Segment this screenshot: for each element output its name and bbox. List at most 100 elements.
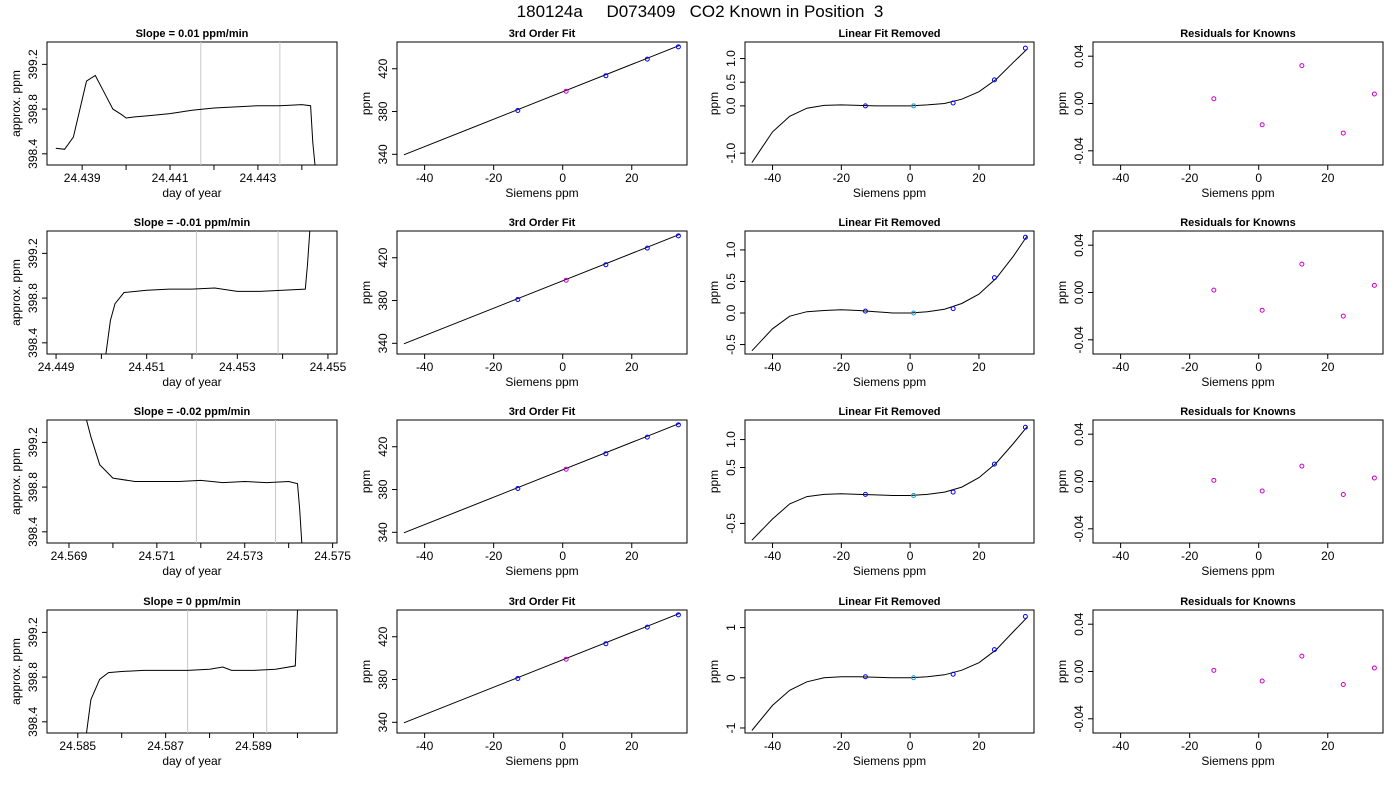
- data-point: [1211, 287, 1217, 293]
- x-tick-label: 0: [1255, 171, 1262, 185]
- x-tick-label: 24.587: [147, 739, 184, 753]
- data-point: [1371, 665, 1377, 671]
- data-point: [911, 492, 917, 498]
- y-axis-label: ppm: [707, 470, 721, 493]
- x-tick-label: -40: [1112, 171, 1130, 185]
- y-tick-label: 1.0: [724, 241, 738, 258]
- x-tick-label: -20: [833, 171, 851, 185]
- panel-title: 3rd Order Fit: [509, 406, 576, 418]
- x-tick-label: 0: [907, 360, 914, 374]
- x-tick-label: 20: [625, 171, 639, 185]
- fit-line: [403, 612, 681, 724]
- fit-line: [403, 233, 681, 345]
- x-axis-label: day of year: [162, 564, 221, 578]
- x-tick-label: 0: [559, 549, 566, 563]
- plot-frame: [46, 41, 338, 166]
- panel-title: Residuals for Knowns: [1180, 406, 1296, 418]
- panel-r2-c2: Linear Fit Removed -40 -20 0 20 Siemens ppm -0…: [707, 406, 1035, 578]
- data-point: [603, 262, 609, 268]
- data-point: [862, 103, 868, 109]
- plot-frame: [46, 230, 338, 355]
- fit-curve: [751, 617, 1028, 731]
- x-tick-label: 24.455: [310, 360, 347, 374]
- x-tick-label: -20: [833, 739, 851, 753]
- y-tick-label: 0.5: [724, 273, 738, 290]
- panel-title: 3rd Order Fit: [509, 28, 576, 40]
- data-point: [644, 245, 650, 251]
- panel-r2-c1: 3rd Order Fit -40 -20 0 20 Siemens ppm 340 380 4…: [359, 406, 688, 578]
- x-axis-label: Siemens ppm: [853, 564, 926, 578]
- y-tick-label: 380: [376, 479, 390, 499]
- panel-title: Residuals for Knowns: [1180, 596, 1296, 608]
- fit-line: [403, 44, 681, 156]
- plot-area: [751, 614, 1028, 731]
- plot-frame: [744, 609, 1035, 734]
- x-tick-label: 20: [1321, 739, 1335, 753]
- x-axis-label: day of year: [162, 754, 221, 768]
- data-trace: [105, 231, 311, 354]
- plot-frame: [744, 41, 1035, 166]
- y-tick-label: 0: [724, 674, 738, 681]
- x-axis-label: Siemens ppm: [1201, 186, 1274, 200]
- x-axis-label: Siemens ppm: [853, 186, 926, 200]
- plot-area: [1211, 261, 1377, 319]
- y-tick-label: 0.5: [724, 74, 738, 91]
- y-tick-label: 0.0: [724, 304, 738, 321]
- data-point: [1259, 488, 1265, 494]
- panel-r0-c1: 3rd Order Fit -40 -20 0 20 Siemens ppm 340 380 4…: [359, 28, 688, 200]
- y-tick-label: 380: [376, 290, 390, 310]
- data-point: [515, 107, 521, 113]
- y-axis-label: ppm: [1055, 470, 1069, 493]
- x-axis-label: day of year: [162, 375, 221, 389]
- x-tick-label: 0: [907, 549, 914, 563]
- panel-title: Slope = 0.01 ppm/min: [136, 28, 249, 40]
- plot-frame: [396, 419, 688, 544]
- data-point: [515, 296, 521, 302]
- data-point: [1022, 614, 1028, 620]
- panel-title: Residuals for Knowns: [1180, 28, 1296, 40]
- x-tick-label: -20: [485, 360, 503, 374]
- data-point: [675, 612, 681, 618]
- panel-title: Linear Fit Removed: [838, 596, 940, 608]
- fit-curve: [751, 48, 1028, 163]
- panel-title: 3rd Order Fit: [509, 596, 576, 608]
- x-axis-label: Siemens ppm: [1201, 375, 1274, 389]
- x-tick-label: 20: [1321, 360, 1335, 374]
- panel-title: 3rd Order Fit: [509, 217, 576, 229]
- y-tick-label: 380: [376, 669, 390, 689]
- data-point: [644, 434, 650, 440]
- data-point: [1371, 475, 1377, 481]
- y-tick-label: -1: [724, 722, 738, 733]
- plot-frame: [396, 41, 688, 166]
- x-tick-label: -20: [485, 739, 503, 753]
- data-point: [1340, 130, 1346, 136]
- panel-r0-c2: Linear Fit Removed -40 -20 0 20 Siemens ppm -1…: [707, 28, 1035, 200]
- x-tick-label: 24.589: [235, 739, 272, 753]
- data-point: [991, 275, 997, 281]
- panel-title: Linear Fit Removed: [838, 406, 940, 418]
- plot-area: [403, 44, 681, 156]
- plot-area: [751, 45, 1028, 163]
- y-axis-label: ppm: [1055, 92, 1069, 115]
- data-point: [515, 675, 521, 681]
- data-point: [862, 674, 868, 680]
- y-axis-label: approx. ppm: [9, 259, 23, 326]
- data-point: [675, 44, 681, 50]
- y-tick-label: 420: [376, 247, 390, 267]
- data-point: [1371, 282, 1377, 288]
- data-point: [603, 641, 609, 647]
- y-tick-label: 1: [724, 624, 738, 631]
- y-tick-label: 398.4: [26, 516, 40, 546]
- x-axis-label: Siemens ppm: [505, 754, 578, 768]
- plot-frame: [396, 609, 688, 734]
- data-trace: [86, 610, 298, 733]
- plot-area: [86, 420, 303, 543]
- x-tick-label: 0: [907, 739, 914, 753]
- data-point: [950, 489, 956, 495]
- data-point: [1022, 234, 1028, 240]
- panel-r3-c2: Linear Fit Removed -40 -20 0 20 Siemens ppm -1…: [707, 596, 1035, 768]
- y-axis-label: approx. ppm: [9, 70, 23, 137]
- data-point: [563, 466, 569, 472]
- x-axis-label: day of year: [162, 186, 221, 200]
- data-point: [991, 461, 997, 467]
